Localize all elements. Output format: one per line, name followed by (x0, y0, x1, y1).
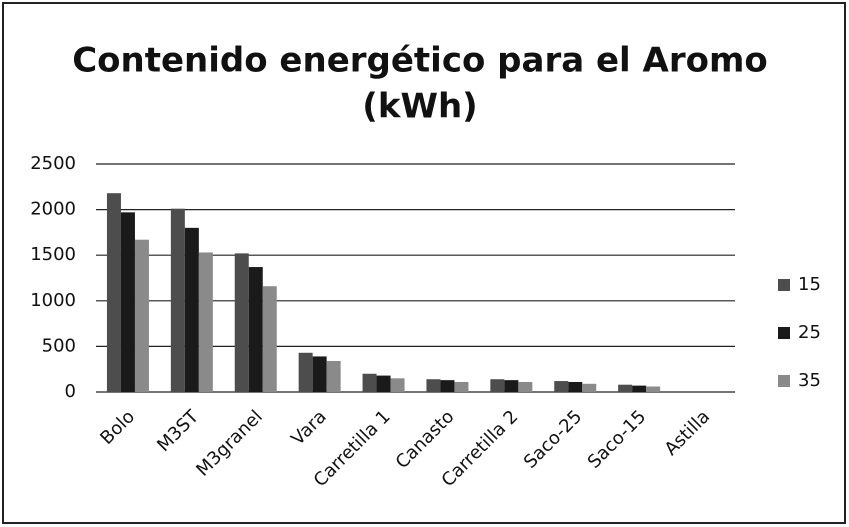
bar (454, 381, 469, 392)
bar (646, 386, 661, 392)
bar (198, 252, 213, 392)
bar (390, 378, 405, 392)
bar (568, 381, 583, 392)
legend-swatch (778, 279, 790, 291)
legend-swatch (778, 375, 790, 387)
bar (504, 380, 519, 392)
y-tick-label: 0 (65, 381, 76, 402)
legend-label: 25 (798, 322, 821, 343)
bar (582, 383, 597, 392)
bar (518, 381, 533, 392)
bar (170, 208, 185, 392)
bar (298, 352, 313, 392)
bar (234, 253, 249, 392)
bar (618, 384, 633, 392)
bar (632, 385, 647, 392)
bar (376, 375, 391, 392)
bar (106, 193, 121, 392)
bar (184, 227, 199, 392)
bar (426, 379, 441, 392)
y-tick-label: 2000 (30, 199, 76, 220)
bar (262, 286, 277, 392)
bar (440, 380, 455, 392)
y-tick-label: 1000 (30, 290, 76, 311)
legend-label: 35 (798, 370, 821, 391)
bar (326, 360, 341, 392)
y-tick-label: 500 (42, 335, 76, 356)
y-tick-label: 1500 (30, 244, 76, 265)
y-tick-label: 2500 (30, 153, 76, 174)
bar (554, 381, 569, 392)
bar (134, 239, 149, 392)
chart-title: Contenido energético para el Aromo (72, 41, 768, 81)
bar (312, 356, 327, 392)
chart-title: (kWh) (362, 87, 477, 127)
legend-swatch (778, 327, 790, 339)
bar (120, 212, 135, 392)
bar (362, 373, 377, 392)
bar (490, 379, 505, 392)
legend-label: 15 (798, 274, 821, 295)
bar (248, 267, 263, 392)
